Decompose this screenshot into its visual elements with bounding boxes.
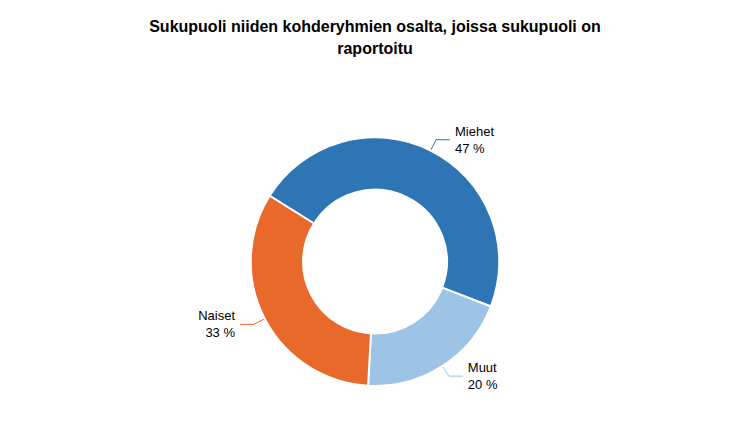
svg-text:20 %: 20 % xyxy=(468,377,498,392)
svg-text:33 %: 33 % xyxy=(205,325,235,340)
svg-text:Miehet: Miehet xyxy=(455,124,494,139)
svg-text:raportoitu: raportoitu xyxy=(337,40,413,57)
svg-text:Naiset: Naiset xyxy=(198,308,235,323)
svg-text:Muut: Muut xyxy=(468,360,497,375)
svg-text:47 %: 47 % xyxy=(455,141,485,156)
svg-text:Sukupuoli niiden kohderyhmien: Sukupuoli niiden kohderyhmien osalta, jo… xyxy=(149,18,601,35)
